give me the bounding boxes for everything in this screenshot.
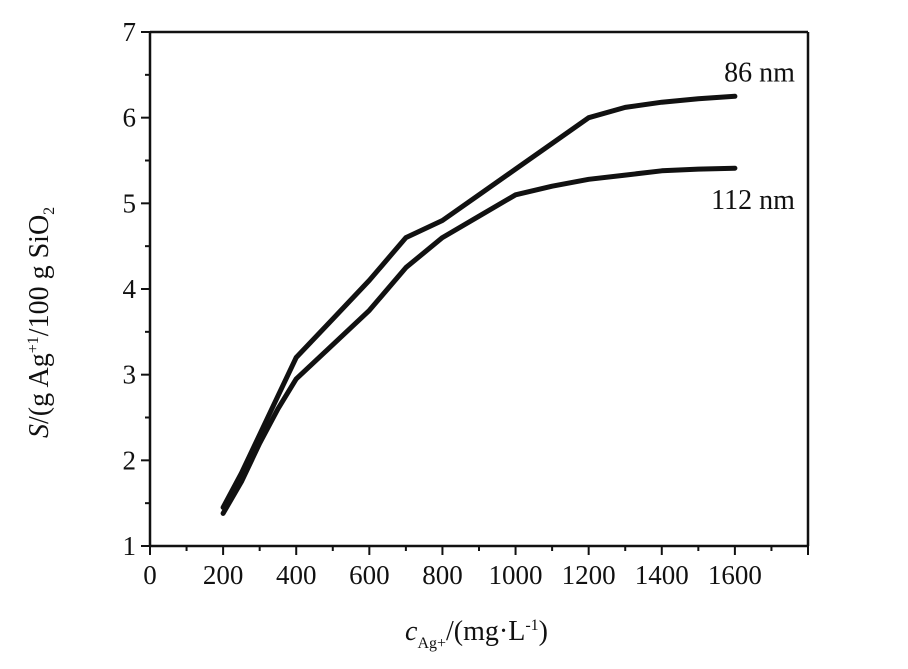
y-tick-label: 2 <box>123 445 137 475</box>
x-tick-label: 1400 <box>635 560 689 590</box>
y-axis-title-sup: +1 <box>25 336 42 353</box>
y-tick-label: 3 <box>123 360 137 390</box>
y-axis-title-part1: /(g Ag <box>24 353 55 424</box>
y-axis-title-sub: 2 <box>41 207 58 215</box>
series-labels: 86 nm 112 nm <box>711 57 795 216</box>
series-line-1 <box>220 93 738 510</box>
x-tick-label: 800 <box>422 560 463 590</box>
x-axis-title: cAg+/(mg·L-1) <box>405 616 548 652</box>
series-label-1: 86 nm <box>724 57 795 88</box>
y-axis-title: S/(g Ag+1/100 g SiO2 <box>24 207 58 438</box>
x-axis-title-sup: -1 <box>525 617 538 634</box>
y-tick-label: 5 <box>123 188 137 218</box>
y-tick-label: 4 <box>123 274 137 304</box>
x-axis-title-close: ) <box>539 616 548 647</box>
series-line-2 <box>220 165 738 516</box>
x-tick-label: 400 <box>276 560 317 590</box>
y-tick-label: 6 <box>123 103 137 133</box>
x-tick-label: 0 <box>143 560 157 590</box>
y-axis-title-symbol: S <box>24 424 55 438</box>
x-tick-label: 1600 <box>708 560 762 590</box>
series-label-2: 112 nm <box>711 185 795 216</box>
ticks: 0 200 400 600 800 1000 1200 1400 1600 1 2 3 4 5 6 7 <box>123 17 809 590</box>
x-axis-title-rest: /(mg·L <box>446 616 525 647</box>
x-axis-title-subscript: Ag+ <box>417 635 446 652</box>
y-axis-title-part2: /100 g SiO <box>24 215 55 336</box>
y-tick-label: 7 <box>123 17 137 47</box>
series-lines <box>220 93 738 516</box>
x-axis-title-symbol: c <box>405 616 418 647</box>
x-tick-label: 600 <box>349 560 390 590</box>
y-tick-label: 1 <box>123 531 137 561</box>
x-tick-label: 1000 <box>489 560 543 590</box>
x-tick-label: 200 <box>203 560 244 590</box>
x-tick-label: 1200 <box>562 560 616 590</box>
